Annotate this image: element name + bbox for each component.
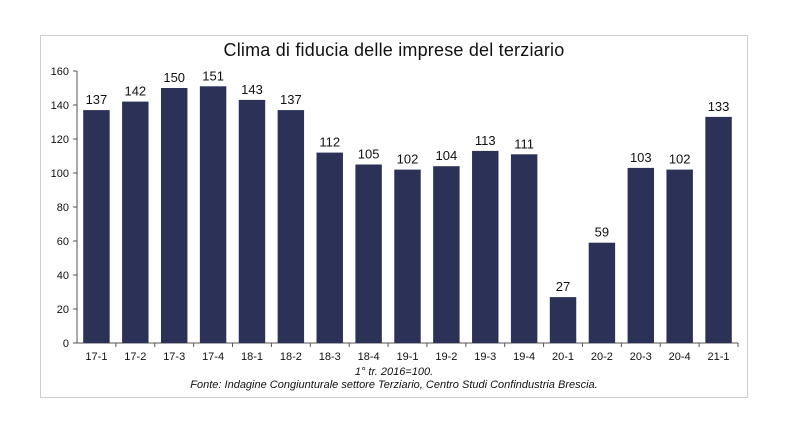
- data-label: 104: [436, 148, 458, 163]
- data-label: 111: [514, 136, 534, 151]
- bar: [433, 166, 460, 343]
- data-label: 102: [669, 152, 691, 167]
- data-label: 150: [163, 70, 185, 85]
- data-label: 112: [319, 135, 340, 150]
- bar: [394, 169, 421, 343]
- bar: [122, 101, 149, 343]
- x-tick-label: 19-2: [435, 351, 457, 363]
- x-tick-label: 18-3: [319, 351, 341, 363]
- data-label: 102: [397, 152, 419, 167]
- chart-title: Clima di fiducia delle imprese del terzi…: [223, 40, 565, 60]
- y-tick-label: 40: [57, 270, 69, 282]
- y-tick-label: 20: [57, 304, 69, 316]
- bar: [666, 169, 693, 343]
- data-label: 142: [124, 84, 146, 99]
- source-note: Fonte: Indagine Congiunturale settore Te…: [190, 379, 598, 391]
- bar: [355, 164, 382, 343]
- x-tick-label: 17-1: [85, 351, 107, 363]
- data-label: 133: [708, 99, 730, 114]
- bar: [549, 297, 577, 343]
- data-label: 59: [595, 225, 609, 240]
- x-tick-label: 20-3: [630, 351, 652, 363]
- bar: [316, 152, 343, 343]
- bar: [83, 110, 110, 343]
- bar: [160, 88, 188, 343]
- data-label: 113: [475, 133, 496, 148]
- bar: [588, 242, 616, 343]
- x-tick-label: 20-1: [552, 351, 574, 363]
- bar: [199, 86, 227, 344]
- bar: [277, 110, 305, 343]
- base-note: 1° tr. 2016=100.: [354, 366, 434, 378]
- x-tick-label: 18-2: [280, 351, 302, 363]
- x-tick-label: 18-4: [358, 351, 380, 363]
- bar: [510, 154, 538, 343]
- data-label: 105: [358, 147, 380, 162]
- x-tick-label: 17-2: [124, 351, 146, 363]
- y-tick-label: 0: [63, 338, 69, 350]
- bar: [705, 116, 732, 344]
- data-label: 27: [556, 279, 570, 294]
- y-tick-label: 100: [51, 168, 69, 180]
- y-tick-label: 140: [51, 100, 69, 112]
- x-tick-label: 17-3: [163, 351, 185, 363]
- x-tick-label: 20-2: [591, 351, 613, 363]
- y-tick-label: 120: [51, 134, 69, 146]
- x-tick-label: 17-4: [202, 351, 224, 363]
- bar: [472, 150, 499, 343]
- x-tick-label: 20-4: [669, 351, 691, 363]
- data-label: 137: [86, 92, 108, 107]
- y-tick-label: 80: [57, 202, 69, 214]
- chart-notes: 1° tr. 2016=100. Fonte: Indagine Congiun…: [40, 366, 748, 392]
- x-tick-label: 18-1: [241, 351, 263, 363]
- x-tick-label: 21-1: [708, 351, 730, 363]
- x-tick-label: 19-3: [474, 351, 496, 363]
- data-label: 151: [202, 68, 224, 83]
- bar: [627, 167, 655, 343]
- data-label: 103: [630, 150, 652, 165]
- data-label: 137: [280, 92, 302, 107]
- x-tick-label: 19-4: [513, 351, 535, 363]
- bar: [238, 99, 266, 344]
- x-tick-label: 19-1: [396, 351, 418, 363]
- data-label: 143: [241, 82, 263, 97]
- y-tick-label: 160: [51, 66, 69, 78]
- y-tick-label: 60: [57, 236, 69, 248]
